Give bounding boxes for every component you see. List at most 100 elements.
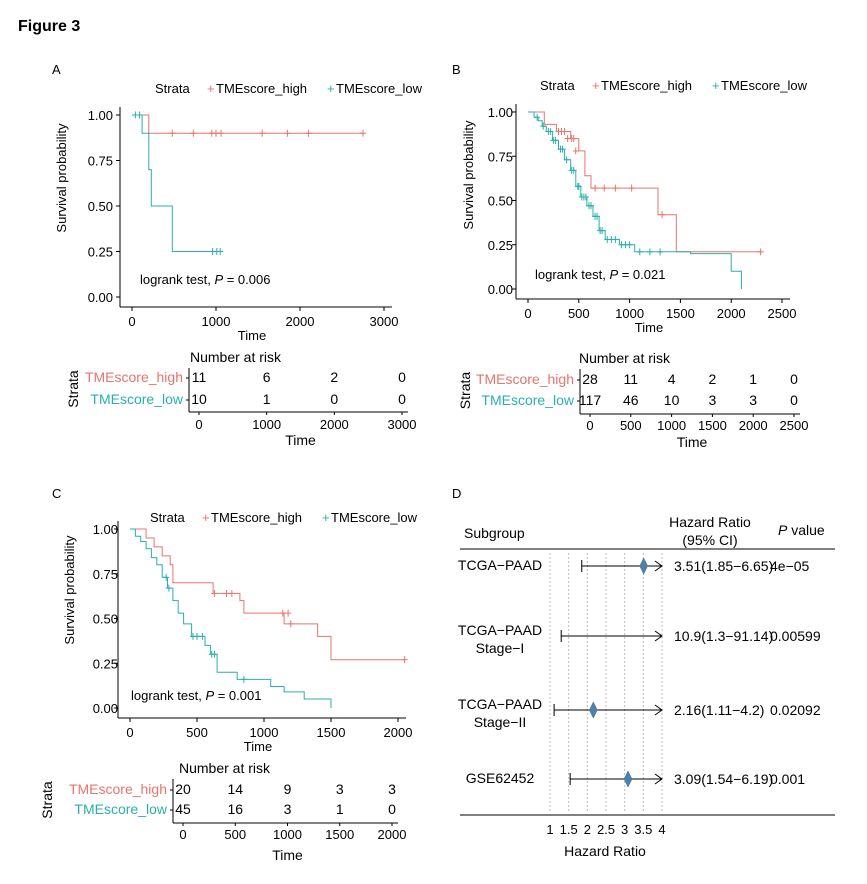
forest-x-tick-label: 2.5 (597, 822, 615, 837)
risk-x-tick-label: 1000 (657, 418, 686, 433)
censor-mark (194, 632, 200, 640)
censor-mark (540, 122, 547, 130)
risk-value: 3 (284, 801, 292, 817)
x-tick-label: 0 (524, 306, 531, 321)
forest-ci-text: 3.51(1.85−6.65) (674, 558, 773, 574)
risk-value: 10 (664, 392, 680, 408)
risk-x-tick-label: 1500 (698, 418, 727, 433)
y-tick-label: 0.50 (488, 194, 513, 209)
censor-mark (284, 129, 291, 137)
legend: Strata + TMEscore_high + TMEscore_low (540, 78, 808, 93)
censor-mark (552, 136, 559, 144)
forest-hr-marker (589, 701, 598, 719)
legend-marker: + (592, 78, 600, 93)
censor-mark (211, 589, 218, 597)
censor-mark (626, 241, 633, 249)
legend-marker: + (327, 81, 335, 96)
risk-table: Number at risk TMEscore_high 11 6 2 0 TMEscore… (65, 349, 416, 448)
logrank-annotation: logrank test, P = 0.021 (535, 267, 665, 282)
censor-mark (165, 584, 172, 592)
survival-curve (132, 114, 221, 252)
risk-strata-label: Strata (39, 781, 55, 819)
y-tick-label: 1.00 (488, 105, 513, 120)
risk-x-tick-label: 2500 (780, 418, 809, 433)
forest-header-hr: Hazard Ratio (669, 514, 751, 530)
legend-title: Strata (155, 81, 190, 96)
figure-title: Figure 3 (18, 18, 81, 35)
x-tick-label: 2000 (717, 306, 746, 321)
forest-subgroup-label: TCGA−PAAD (458, 696, 542, 712)
y-axis-label: Survival probability (62, 535, 77, 645)
risk-row-label: TMEscore_high (85, 369, 183, 385)
censor-mark (570, 166, 577, 174)
risk-value: 28 (582, 371, 598, 387)
legend-title: Strata (540, 78, 575, 93)
legend-title: Strata (150, 510, 185, 525)
x-tick-label: 0 (128, 314, 135, 329)
censor-mark (575, 182, 582, 190)
censor-mark (757, 248, 764, 256)
risk-row-label: TMEscore_high (69, 781, 167, 797)
km-panel-b: Strata + TMEscore_high + TMEscore_low0.000.2… (457, 78, 808, 450)
censor-mark (285, 609, 292, 617)
risk-table-title: Number at risk (190, 349, 282, 365)
logrank-annotation: logrank test, P = 0.006 (140, 272, 270, 287)
y-tick-label: 0.00 (488, 282, 513, 297)
risk-value: 1 (749, 371, 757, 387)
x-tick-label: 500 (568, 306, 590, 321)
legend-marker: + (712, 78, 720, 93)
legend: Strata + TMEscore_high + TMEscore_low (150, 510, 418, 525)
risk-x-tick-label: 0 (195, 417, 202, 432)
risk-value: 9 (284, 781, 292, 797)
forest-subgroup-sublabel: Stage−II (474, 714, 527, 730)
risk-strata-label: Strata (457, 372, 473, 410)
censor-mark (582, 193, 589, 201)
risk-value: 3 (709, 392, 717, 408)
survival-curve (130, 528, 405, 661)
legend-label: TMEscore_high (211, 510, 302, 525)
risk-strata-label: Strata (65, 370, 81, 408)
y-tick-label: 0.75 (88, 154, 113, 169)
risk-value: 0 (790, 392, 798, 408)
censor-mark (190, 129, 197, 137)
censor-mark (401, 656, 408, 664)
risk-value: 3 (336, 781, 344, 797)
x-tick-label: 1500 (666, 306, 695, 321)
x-axis-label: Time (635, 320, 663, 335)
y-tick-label: 0.25 (93, 656, 118, 671)
censor-mark (636, 248, 643, 256)
forest-x-axis-label: Hazard Ratio (564, 843, 646, 859)
y-tick-label: 0.25 (88, 245, 113, 260)
forest-ci-text: 2.16(1.11−4.2) (674, 702, 764, 718)
risk-value: 11 (624, 371, 639, 387)
forest-hr-marker (639, 557, 648, 575)
x-axis-label: Time (238, 328, 266, 343)
survival-curve (130, 528, 332, 708)
forest-header-ci: (95% CI) (682, 532, 737, 548)
censor-mark (259, 129, 266, 137)
risk-value: 1 (336, 801, 344, 817)
legend-label: TMEscore_low (336, 81, 423, 96)
y-tick-label: 1.00 (88, 108, 113, 123)
x-tick-label: 1500 (317, 725, 346, 740)
censor-mark (136, 111, 143, 119)
legend-label: TMEscore_low (331, 510, 418, 525)
y-tick-label: 0.00 (93, 701, 118, 716)
legend-marker: + (202, 510, 210, 525)
risk-x-tick-label: 2000 (739, 418, 768, 433)
risk-value: 3 (388, 781, 396, 797)
risk-x-tick-label: 2000 (320, 417, 349, 432)
forest-subgroup-sublabel: Stage−I (476, 640, 525, 656)
x-tick-label: 0 (126, 725, 133, 740)
risk-value: 2 (330, 369, 338, 385)
legend-label: TMEscore_low (721, 78, 808, 93)
censor-mark (570, 135, 577, 143)
risk-row-label: TMEscore_low (481, 392, 574, 408)
censor-mark (599, 227, 606, 235)
forest-p-value: 0.00599 (770, 628, 821, 644)
forest-subgroup-label: TCGA−PAAD (458, 557, 542, 573)
censor-mark (217, 248, 224, 255)
km-panel-c: Strata + TMEscore_high + TMEscore_low0.000.2… (39, 510, 418, 863)
